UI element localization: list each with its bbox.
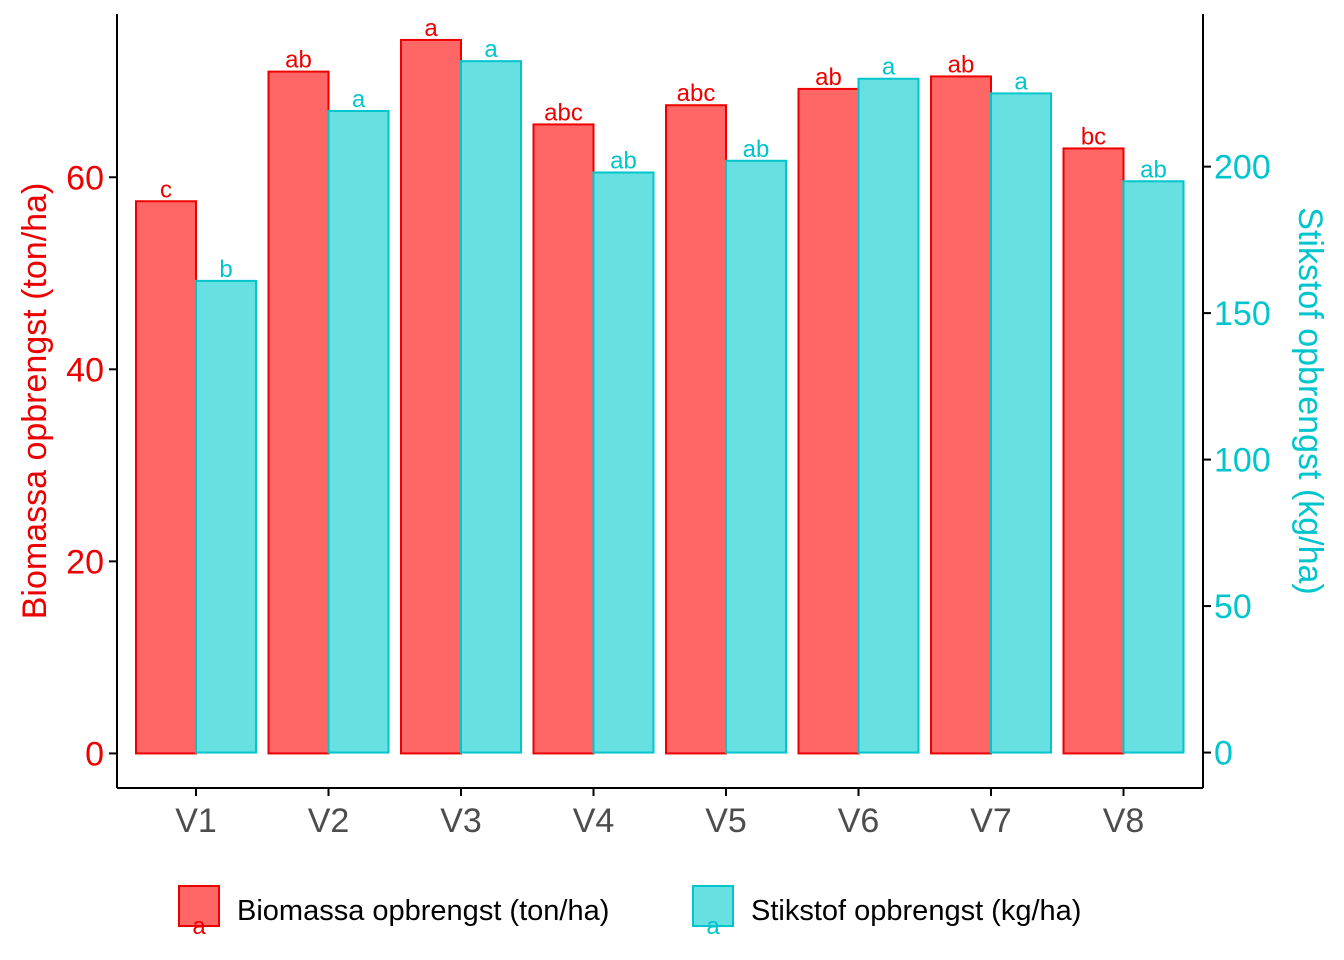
nitrogen-sig-letter-V5: ab <box>743 136 770 163</box>
biomass-sig-letter-V7: ab <box>948 51 975 78</box>
x-tick-label-V6: V6 <box>838 802 880 840</box>
y-right-tick-label-150: 150 <box>1214 295 1271 333</box>
biomass-sig-letter-V6: ab <box>815 64 842 91</box>
nitrogen-sig-letter-V2: a <box>352 86 366 113</box>
nitrogen-bar-V2 <box>327 109 390 754</box>
biomass-bar-V5 <box>665 104 727 755</box>
nitrogen-bar-V7 <box>990 92 1052 754</box>
legend-key-letter-biomass: a <box>192 913 206 940</box>
legend-key-biomass <box>178 885 220 927</box>
biomass-bar-V6 <box>797 87 860 755</box>
y-right-tick-label-100: 100 <box>1214 442 1271 480</box>
biomass-bar-V8 <box>1062 147 1125 755</box>
biomass-sig-letter-V3: a <box>424 15 438 42</box>
x-tick-label-V7: V7 <box>970 802 1012 840</box>
x-tick-label-V2: V2 <box>308 802 350 840</box>
nitrogen-bar-V8 <box>1122 180 1185 754</box>
biomass-bar-V4 <box>532 123 595 755</box>
x-tick-label-V8: V8 <box>1103 802 1145 840</box>
biomass-sig-letter-V1: c <box>160 176 172 203</box>
nitrogen-bar-V1 <box>195 279 257 754</box>
biomass-bar-V7 <box>930 75 992 755</box>
x-tick-label-V4: V4 <box>573 802 615 840</box>
legend-key-letter-nitrogen: a <box>706 913 720 940</box>
y-left-axis-title: Biomassa opbrengst (ton/ha) <box>16 183 54 620</box>
nitrogen-sig-letter-V8: ab <box>1140 156 1167 183</box>
nitrogen-bar-V4 <box>592 171 655 754</box>
y-left-tick-label-20: 20 <box>66 543 104 581</box>
y-right-tick-label-50: 50 <box>1214 588 1252 626</box>
biomass-bar-V3 <box>400 38 462 755</box>
nitrogen-sig-letter-V7: a <box>1014 68 1028 95</box>
legend-label-nitrogen: Stikstof opbrengst (kg/ha) <box>751 895 1081 927</box>
nitrogen-sig-letter-V4: ab <box>610 147 637 174</box>
x-tick-label-V1: V1 <box>175 802 217 840</box>
nitrogen-bar-V3 <box>460 60 522 754</box>
y-left-tick-label-40: 40 <box>66 351 104 389</box>
y-right-tick-label-200: 200 <box>1214 149 1271 187</box>
biomass-sig-letter-V2: ab <box>285 47 312 74</box>
y-left-tick-label-0: 0 <box>85 735 104 773</box>
biomass-sig-letter-V5: abc <box>677 80 716 107</box>
nitrogen-bar-V6 <box>857 77 920 754</box>
nitrogen-sig-letter-V6: a <box>882 54 896 81</box>
x-tick-label-V5: V5 <box>705 802 747 840</box>
x-tick-label-V3: V3 <box>440 802 482 840</box>
nitrogen-sig-letter-V3: a <box>484 36 498 63</box>
biomass-bar-V1 <box>135 200 197 755</box>
y-right-tick-label-0: 0 <box>1214 735 1233 773</box>
legend-label-biomass: Biomassa opbrengst (ton/ha) <box>237 895 609 927</box>
y-left-tick-label-60: 60 <box>66 159 104 197</box>
biomass-sig-letter-V4: abc <box>544 99 583 126</box>
biomass-bar-V2 <box>267 70 330 755</box>
y-right-axis-title: Stikstof opbrengst (kg/ha) <box>1291 207 1329 594</box>
nitrogen-sig-letter-V1: b <box>219 256 232 283</box>
nitrogen-bar-V5 <box>725 159 787 754</box>
biomass-sig-letter-V8: bc <box>1081 123 1106 150</box>
legend-key-nitrogen <box>692 885 734 927</box>
